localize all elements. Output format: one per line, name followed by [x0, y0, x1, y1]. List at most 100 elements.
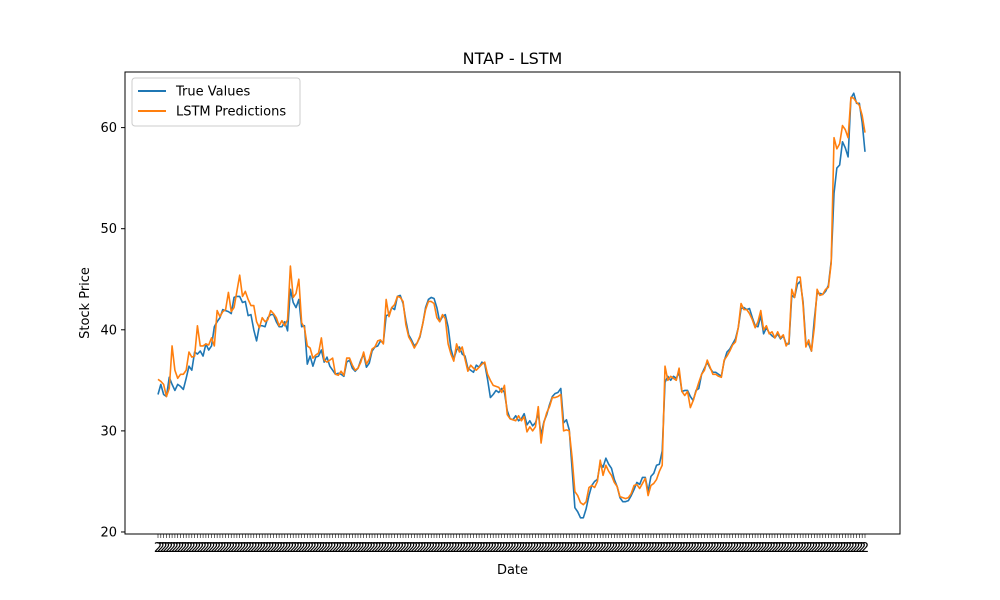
- x-tick-label: 2: [545, 541, 553, 556]
- x-tick-label: 2: [816, 541, 824, 556]
- x-tick-label: 2: [590, 541, 598, 556]
- x-tick-label: 2: [506, 541, 514, 556]
- x-tick-label: 2: [357, 541, 365, 556]
- x-tick-label: 2: [731, 541, 739, 556]
- x-tick-label: 2: [407, 541, 415, 556]
- x-tick-label: 2: [621, 541, 629, 556]
- x-tick-label: 2: [844, 541, 852, 556]
- x-tick-label: 2: [162, 541, 170, 556]
- x-tick-label: 2: [227, 541, 235, 556]
- x-tick-label: 2: [850, 541, 858, 556]
- x-tick-label: 2: [514, 541, 522, 556]
- x-tick-label: 2: [492, 541, 500, 556]
- x-tick-label: 2: [574, 541, 582, 556]
- x-tick-label: 2: [720, 541, 728, 556]
- x-tick-label: 2: [396, 541, 404, 556]
- x-tick-label: 2: [681, 541, 689, 556]
- x-tick-label: 2: [331, 541, 339, 556]
- x-tick-label: 2: [385, 541, 393, 556]
- x-tick-label: 2: [638, 541, 646, 556]
- x-tick-label: 2: [689, 541, 697, 556]
- x-tick-label: 2: [785, 541, 793, 556]
- x-tick-label: 2: [788, 541, 796, 556]
- x-tick-label: 2: [819, 541, 827, 556]
- x-tick-label: 2: [286, 541, 294, 556]
- x-tick-label: 2: [176, 541, 184, 556]
- x-tick-label: 2: [495, 541, 503, 556]
- x-tick-label: 2: [647, 541, 655, 556]
- x-tick-label: 2: [379, 541, 387, 556]
- x-tick-label: 2: [683, 541, 691, 556]
- x-tick-label: 2: [216, 541, 224, 556]
- x-tick-label: 2: [168, 541, 176, 556]
- y-axis-label: Stock Price: [78, 267, 93, 339]
- x-tick-label: 2: [644, 541, 652, 556]
- x-tick-label: 2: [230, 541, 238, 556]
- x-tick-label: 2: [548, 541, 556, 556]
- x-tick-label: 2: [374, 541, 382, 556]
- x-axis-label: Date: [497, 563, 528, 578]
- x-tick-label: 2: [616, 541, 624, 556]
- x-tick-label: 2: [852, 541, 860, 556]
- x-tick-label: 2: [461, 541, 469, 556]
- legend-box: [131, 77, 301, 127]
- x-tick-label: 2: [450, 541, 458, 556]
- x-tick-label: 2: [602, 541, 610, 556]
- x-tick-label: 2: [827, 541, 835, 556]
- x-tick-label: 2: [314, 541, 322, 556]
- x-tick-label: 2: [726, 541, 734, 556]
- x-tick-label: 2: [174, 541, 182, 556]
- x-tick-label: 2: [199, 541, 207, 556]
- x-tick-label: 2: [796, 541, 804, 556]
- x-tick-label: 2: [376, 541, 384, 556]
- x-tick-label: 2: [565, 541, 573, 556]
- x-tick-label: 2: [458, 541, 466, 556]
- x-tick-label: 2: [652, 541, 660, 556]
- x-tick-label: 2: [607, 541, 615, 556]
- x-tick-label: 2: [700, 541, 708, 556]
- x-tick-label: 2: [348, 541, 356, 556]
- x-tick-label: 2: [436, 541, 444, 556]
- x-tick-label: 2: [554, 541, 562, 556]
- series-line-lstm-predictions: [157, 96, 866, 506]
- x-tick-label: 2: [365, 541, 373, 556]
- x-tick-label: 2: [340, 541, 348, 556]
- x-tick-label: 2: [241, 541, 249, 556]
- x-tick-label: 2: [362, 541, 370, 556]
- x-tick-label: 2: [371, 541, 379, 556]
- y-tick-label: 60: [100, 121, 117, 136]
- x-tick-label: 2: [723, 541, 731, 556]
- x-tick-label: 2: [858, 541, 866, 556]
- x-tick-label: 2: [345, 541, 353, 556]
- x-tick-label: 2: [281, 541, 289, 556]
- x-tick-label: 2: [503, 541, 511, 556]
- x-tick-label: 2: [655, 541, 663, 556]
- x-tick-label: 2: [737, 541, 745, 556]
- x-tick-label: 2: [562, 541, 570, 556]
- x-tick-label: 2: [751, 541, 759, 556]
- x-tick-label: 2: [523, 541, 531, 556]
- x-tick-label: 2: [275, 541, 283, 556]
- x-tick-label: 2: [528, 541, 536, 556]
- x-tick-label: 2: [421, 541, 429, 556]
- x-tick-label: 2: [410, 541, 418, 556]
- x-tick-label: 2: [303, 541, 311, 556]
- x-tick-label: 2: [576, 541, 584, 556]
- x-tick-label: 2: [650, 541, 658, 556]
- x-tick-label: 2: [675, 541, 683, 556]
- x-tick-label: 2: [343, 541, 351, 556]
- x-tick-label: 2: [221, 541, 229, 556]
- x-tick-label: 2: [320, 541, 328, 556]
- x-tick-label: 2: [630, 541, 638, 556]
- x-tick-label: 2: [159, 541, 167, 556]
- x-tick-label: 2: [478, 541, 486, 556]
- x-tick-label: 2: [278, 541, 286, 556]
- x-tick-label: 2: [543, 541, 551, 556]
- x-tick-label: 2: [807, 541, 815, 556]
- x-tick-label: 2: [605, 541, 613, 556]
- series-line-true-values: [157, 92, 866, 519]
- x-tick-label: 2: [328, 541, 336, 556]
- x-tick-label: 2: [613, 541, 621, 556]
- x-tick-label: 2: [779, 541, 787, 556]
- x-tick-label: 2: [748, 541, 756, 556]
